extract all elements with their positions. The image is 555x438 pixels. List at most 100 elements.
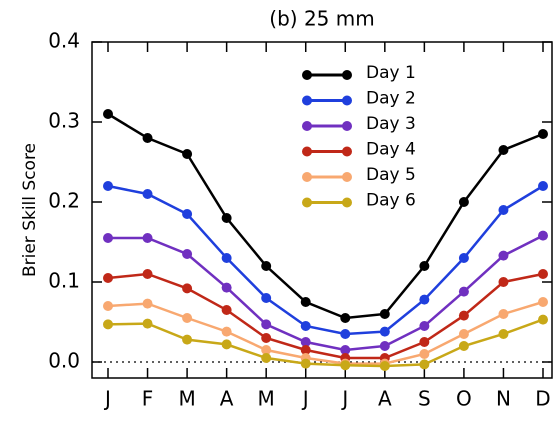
point xyxy=(142,298,153,309)
y-axis-label: Brier Skill Score xyxy=(20,143,40,277)
point xyxy=(379,361,390,371)
point xyxy=(458,286,469,297)
point xyxy=(379,326,390,337)
legend-marker xyxy=(342,146,352,157)
point xyxy=(103,273,113,283)
series-line xyxy=(107,272,544,360)
plot-frame xyxy=(91,41,553,379)
point xyxy=(538,230,548,241)
x-tick-label: O xyxy=(456,387,472,411)
point xyxy=(142,233,153,243)
point xyxy=(103,181,113,191)
x-tick-label: J xyxy=(103,387,111,411)
x-tick-label: D xyxy=(535,387,550,411)
point xyxy=(221,213,232,223)
series-line xyxy=(107,184,544,336)
x-tick-label: F xyxy=(142,387,154,411)
legend-label: Day 4 xyxy=(366,140,416,160)
point xyxy=(103,233,113,243)
point xyxy=(340,345,351,355)
y-tick-label: 0.1 xyxy=(48,269,80,293)
legend-label: Day 3 xyxy=(366,114,416,134)
point xyxy=(458,197,469,207)
y-tick-label: 0.0 xyxy=(48,349,80,373)
point xyxy=(261,319,272,330)
point xyxy=(182,149,193,159)
x-tick-label: J xyxy=(340,387,348,411)
legend-marker xyxy=(342,70,352,80)
point xyxy=(340,360,351,371)
point xyxy=(498,329,509,339)
point xyxy=(142,318,153,329)
point xyxy=(261,293,272,303)
series-line xyxy=(107,318,544,368)
point xyxy=(419,337,430,347)
legend-marker xyxy=(302,121,312,131)
point xyxy=(340,313,351,323)
point xyxy=(142,189,153,199)
y-tick-label: 0.2 xyxy=(48,189,80,213)
point xyxy=(261,353,272,363)
point xyxy=(419,359,430,370)
point xyxy=(498,277,509,287)
y-tick-label: 0.4 xyxy=(48,29,80,53)
point xyxy=(182,283,193,294)
x-tick-label: M xyxy=(178,387,195,411)
point xyxy=(103,319,113,330)
point xyxy=(419,321,430,331)
series-line xyxy=(107,300,544,365)
x-tick-label: M xyxy=(258,387,275,411)
point xyxy=(498,250,509,261)
point xyxy=(538,314,548,325)
point xyxy=(182,313,193,323)
point xyxy=(221,305,232,315)
x-tick-label: S xyxy=(418,387,431,411)
point xyxy=(458,329,469,339)
series-line xyxy=(107,112,544,320)
point xyxy=(300,297,311,307)
point xyxy=(182,209,193,219)
point xyxy=(300,358,311,369)
legend-marker xyxy=(302,95,312,106)
point xyxy=(221,282,232,293)
point xyxy=(142,133,153,143)
point xyxy=(538,129,548,139)
point xyxy=(221,339,232,350)
point xyxy=(498,309,509,319)
x-tick-label: N xyxy=(496,387,511,411)
point xyxy=(340,329,351,339)
legend-marker xyxy=(302,146,312,157)
point xyxy=(300,337,311,347)
point xyxy=(103,109,113,119)
legend-marker xyxy=(342,197,352,208)
legend-marker xyxy=(342,95,352,106)
point xyxy=(379,341,390,351)
point xyxy=(458,341,469,351)
legend-label: Day 5 xyxy=(366,165,416,185)
x-tick-label: A xyxy=(220,387,234,411)
series-line xyxy=(108,234,544,352)
point xyxy=(538,181,548,191)
legend-label: Day 6 xyxy=(366,191,416,211)
point xyxy=(261,333,272,343)
x-tick-label: J xyxy=(301,387,309,411)
legend-marker xyxy=(342,172,352,182)
legend-marker xyxy=(342,121,352,131)
point xyxy=(103,301,113,311)
point xyxy=(379,309,390,319)
point xyxy=(458,310,469,321)
point xyxy=(419,349,430,359)
point xyxy=(498,145,509,155)
point xyxy=(261,345,272,355)
legend-label: Day 2 xyxy=(366,89,416,109)
point xyxy=(221,253,232,263)
point xyxy=(221,326,232,337)
point xyxy=(261,261,272,271)
point xyxy=(419,261,430,271)
x-tick-label: A xyxy=(378,387,392,411)
point xyxy=(300,321,311,331)
legend-marker xyxy=(302,197,312,208)
point xyxy=(419,294,430,305)
